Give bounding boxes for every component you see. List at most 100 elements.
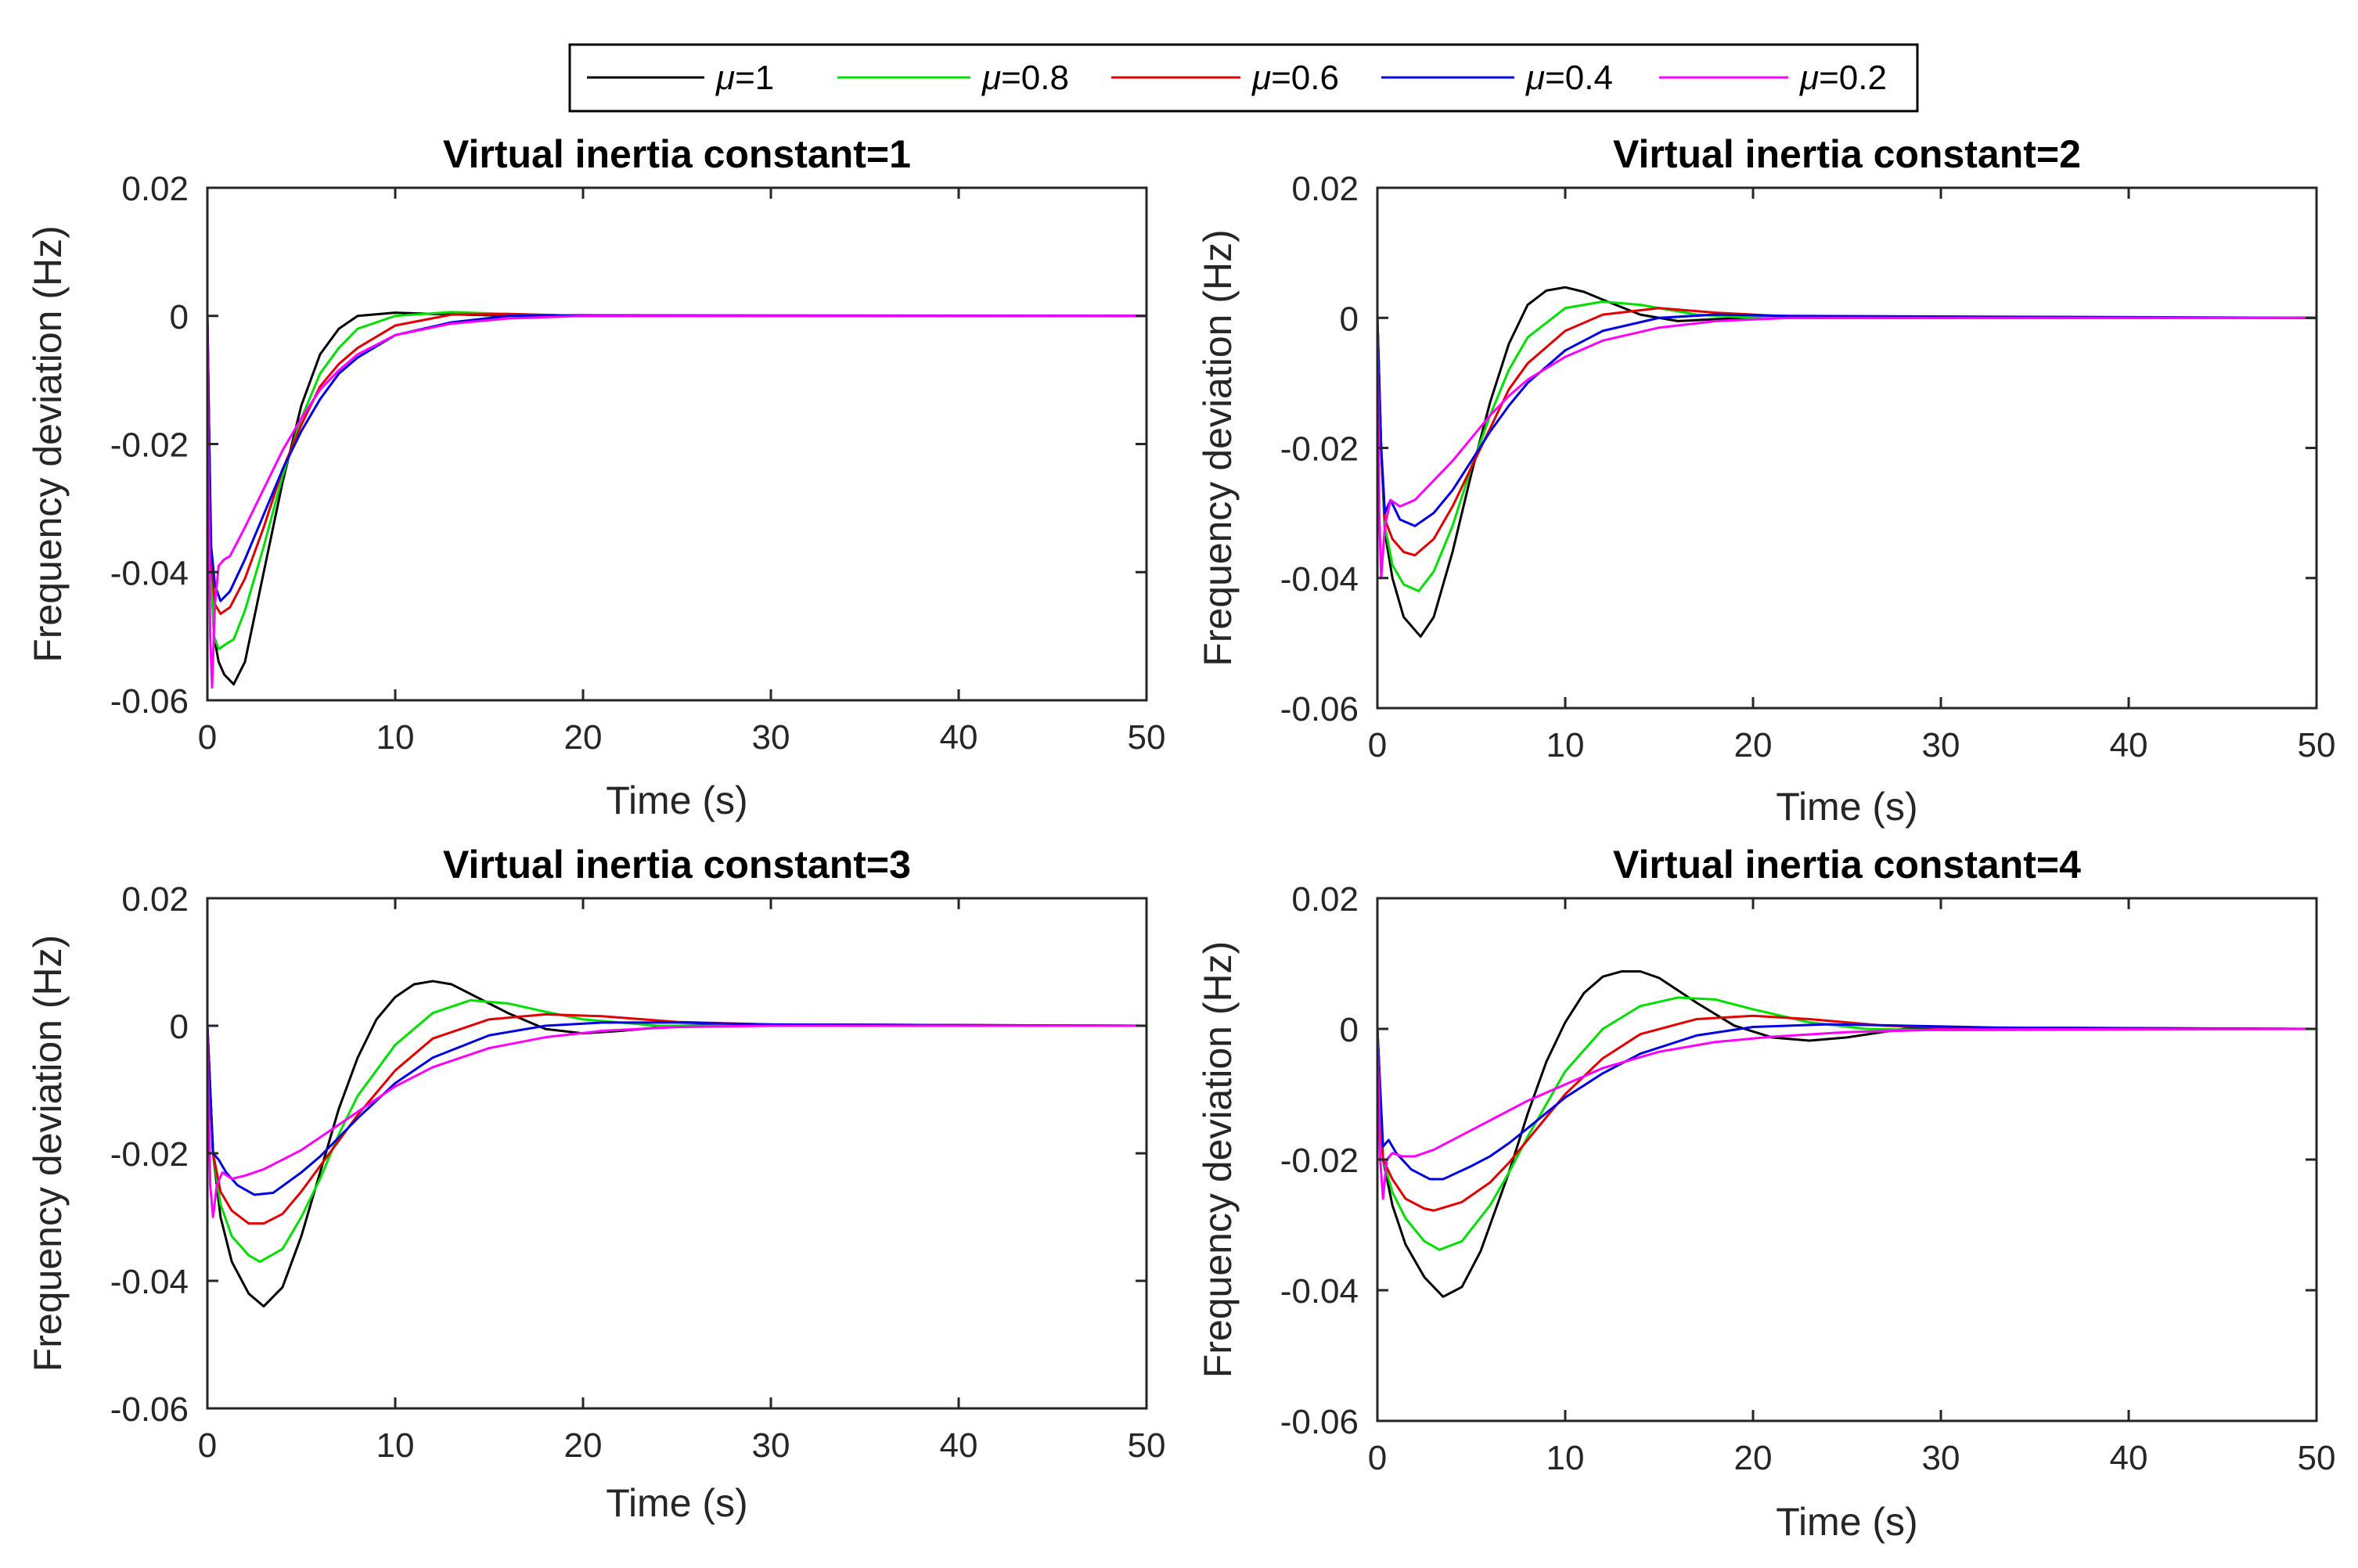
chart-title: Virtual inertia constant=3 [443, 843, 911, 886]
series-line-1 [206, 998, 1147, 1264]
x-tick-label: 50 [2298, 726, 2336, 764]
legend-entry-4: μ=0.2 [1659, 59, 1887, 97]
series-line-2 [1376, 1014, 2317, 1212]
x-tick-label: 0 [1368, 726, 1387, 764]
x-axis-label: Time (s) [606, 779, 747, 822]
y-tick-label: -0.04 [1280, 1272, 1359, 1311]
chart-title: Virtual inertia constant=2 [1613, 132, 2081, 176]
plot-area [207, 188, 1147, 700]
x-tick-label: 10 [1546, 1439, 1585, 1477]
legend-symbol-1: μ [981, 59, 1001, 97]
x-tick-label: 50 [1128, 1426, 1166, 1465]
chart-title: Virtual inertia constant=4 [1613, 843, 2081, 886]
subplot-4: 0 10 20 30 40 50 0.02 0 -0.02 -0.04 -0.06 Virtual i… [1196, 843, 2335, 1544]
x-tick-label: 0 [198, 718, 217, 757]
series-line-4 [206, 315, 1147, 689]
legend-value-2: =0.6 [1271, 59, 1339, 97]
x-tick-label: 40 [940, 718, 978, 757]
x-tick-label: 40 [2110, 1439, 2148, 1477]
legend-entry-1: μ=0.8 [837, 59, 1069, 97]
x-tick-label: 10 [376, 1426, 415, 1465]
legend-label-0: μ=1 [715, 59, 774, 97]
y-tick-label: -0.04 [110, 1263, 189, 1301]
plot-area [1377, 898, 2317, 1421]
legend-entry-0: μ=1 [587, 59, 774, 97]
y-tick-label: 0.02 [1291, 880, 1359, 919]
x-tick-label: 50 [2298, 1439, 2336, 1477]
legend-entry-2: μ=0.6 [1111, 59, 1339, 97]
y-tick-label: -0.02 [110, 426, 189, 465]
series-line-4 [206, 1024, 1147, 1218]
series-line-2 [206, 1012, 1147, 1225]
legend-value-0: =1 [735, 59, 774, 97]
y-tick-label: -0.06 [110, 1390, 189, 1429]
y-tick-label: -0.06 [110, 682, 189, 721]
y-axis-label: Frequency deviation (Hz) [26, 225, 70, 663]
series-line-4 [1376, 316, 2317, 580]
chart-title: Virtual inertia constant=1 [443, 132, 911, 176]
y-tick-label: -0.02 [1280, 1142, 1359, 1180]
y-tick-label: -0.06 [1280, 1403, 1359, 1441]
legend-entry-3: μ=0.4 [1381, 59, 1613, 97]
y-axis-label: Frequency deviation (Hz) [1196, 941, 1240, 1379]
legend-symbol-2: μ [1251, 59, 1271, 97]
series-line-2 [206, 312, 1147, 615]
x-tick-label: 20 [1734, 1439, 1773, 1477]
series-line-4 [1376, 1027, 2317, 1200]
y-tick-label: -0.04 [110, 554, 189, 592]
y-tick-label: 0 [170, 298, 189, 336]
x-axis-label: Time (s) [606, 1481, 747, 1525]
y-tick-label: 0.02 [1291, 170, 1359, 208]
plot-area [1377, 188, 2317, 708]
x-tick-label: 20 [564, 718, 603, 757]
legend-label-1: μ=0.8 [981, 59, 1069, 97]
legend-value-3: =0.4 [1545, 59, 1613, 97]
series-line-0 [1376, 286, 2317, 638]
y-tick-label: -0.02 [110, 1135, 189, 1174]
legend-value-1: =0.8 [1001, 59, 1069, 97]
y-tick-label: 0.02 [121, 170, 189, 208]
y-tick-label: -0.04 [1280, 560, 1359, 599]
legend-label-3: μ=0.4 [1525, 59, 1613, 97]
x-axis-label: Time (s) [1776, 1500, 1917, 1544]
x-tick-label: 50 [1128, 718, 1166, 757]
subplot-1: 0 10 20 30 40 50 0.02 0 -0.02 -0.04 -0.06 Virtual i… [26, 132, 1165, 822]
legend-symbol-4: μ [1799, 59, 1819, 97]
y-tick-label: 0 [170, 1008, 189, 1046]
y-tick-label: 0 [1340, 300, 1359, 338]
x-tick-label: 30 [1922, 1439, 1960, 1477]
series-line-3 [206, 1021, 1147, 1196]
series-line-0 [1376, 970, 2317, 1298]
series-line-1 [1376, 300, 2317, 592]
series-line-1 [1376, 996, 2317, 1251]
series-line-3 [206, 314, 1147, 602]
x-tick-label: 10 [376, 718, 415, 757]
x-axis-label: Time (s) [1776, 785, 1917, 829]
y-tick-label: 0 [1340, 1011, 1359, 1049]
legend-label-4: μ=0.2 [1799, 59, 1887, 97]
x-tick-label: 10 [1546, 726, 1585, 764]
x-tick-label: 30 [752, 1426, 790, 1465]
legend-label-2: μ=0.6 [1251, 59, 1339, 97]
x-tick-label: 40 [2110, 726, 2148, 764]
x-tick-label: 30 [752, 718, 790, 757]
x-tick-label: 20 [564, 1426, 603, 1465]
plot-area [207, 898, 1147, 1408]
subplot-3: 0 10 20 30 40 50 0.02 0 -0.02 -0.04 -0.06 Virtual i… [26, 843, 1165, 1525]
y-tick-label: -0.02 [1280, 430, 1359, 469]
x-tick-label: 20 [1734, 726, 1773, 764]
legend-symbol-3: μ [1525, 59, 1545, 97]
legend-symbol-0: μ [715, 59, 735, 97]
legend-value-4: =0.2 [1819, 59, 1887, 97]
y-axis-label: Frequency deviation (Hz) [26, 935, 70, 1372]
x-tick-label: 40 [940, 1426, 978, 1465]
y-tick-label: 0.02 [121, 880, 189, 919]
y-tick-label: -0.06 [1280, 690, 1359, 728]
x-tick-label: 30 [1922, 726, 1960, 764]
legend: μ=1 μ=0.8 μ=0.6 μ=0.4 μ=0.2 [568, 43, 1919, 113]
x-tick-label: 0 [1368, 1439, 1387, 1477]
y-axis-label: Frequency deviation (Hz) [1196, 229, 1240, 667]
subplot-2: 0 10 20 30 40 50 0.02 0 -0.02 -0.04 -0.06 Virtual i… [1196, 132, 2335, 829]
x-tick-label: 0 [198, 1426, 217, 1465]
